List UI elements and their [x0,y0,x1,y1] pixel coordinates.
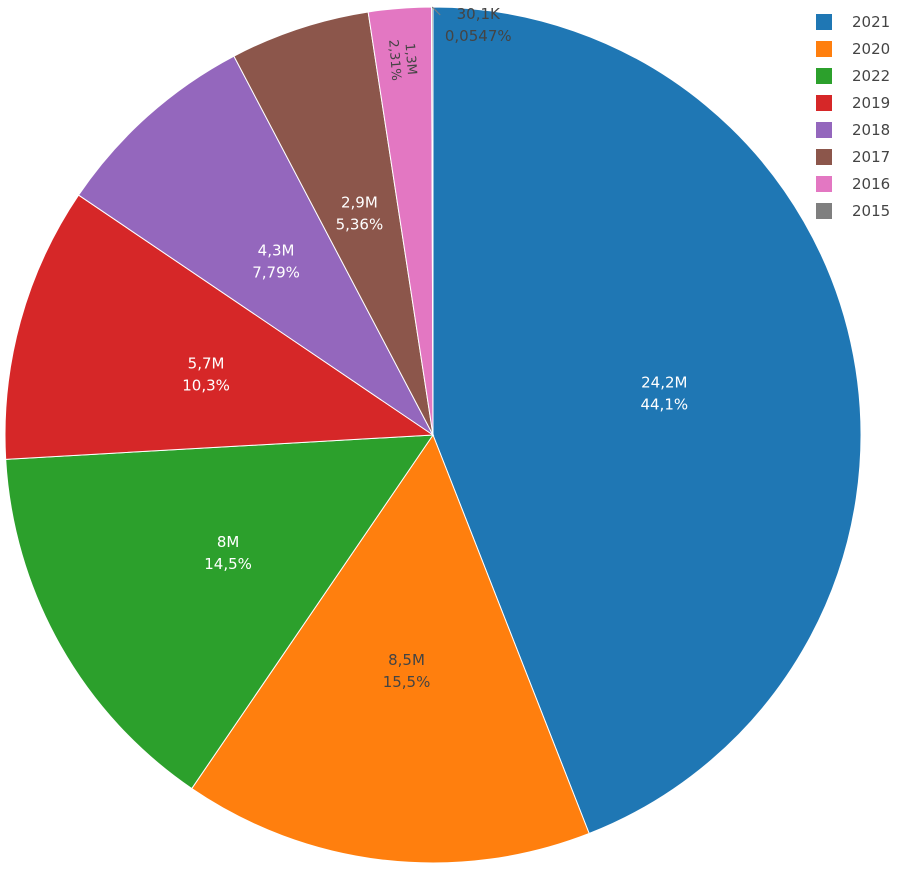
legend-item-2018[interactable]: 2018 [816,116,890,143]
legend-item-2021[interactable]: 2021 [816,8,890,35]
slice-value-label: 30,1K [457,5,501,23]
slice-value-label: 5,7M [188,354,225,372]
legend-label: 2017 [852,147,891,166]
slice-percent-label: 15,5% [383,673,431,691]
legend: 2021 2020 2022 2019 2018 2017 2016 2015 [816,8,890,224]
legend-item-2022[interactable]: 2022 [816,62,890,89]
slice-percent-label: 0,0547% [445,27,512,45]
slice-value-label: 4,3M [258,242,295,260]
legend-item-2016[interactable]: 2016 [816,170,890,197]
legend-label: 2019 [852,93,891,112]
pie-slice-2017[interactable] [233,11,434,436]
slice-value-label: 24,2M [641,373,687,391]
legend-swatch [816,121,832,138]
slice-percent-label: 14,5% [204,555,252,573]
pie-slice-2018[interactable] [77,55,434,436]
slice-label-2016: 1,3M2,31% [385,39,419,81]
legend-label: 2015 [852,201,891,220]
legend-swatch [816,40,832,57]
legend-label: 2022 [852,66,891,85]
legend-label: 2018 [852,120,891,139]
pie-slice-2021[interactable] [432,6,862,835]
pie-slice-2015[interactable] [431,6,434,436]
slice-label-2017: 2,9M 5,36% [336,193,384,233]
legend-swatch [816,148,832,165]
legend-item-2020[interactable]: 2020 [816,35,890,62]
slice-value-label: 8,5M [388,651,425,669]
slice-label-2018: 4,3M 7,79% [252,242,300,282]
slice-percent-label: 7,79% [252,264,300,282]
slice-label-2015: 30,1K 0,0547% [445,5,512,45]
legend-item-2019[interactable]: 2019 [816,89,890,116]
slice-percent-label: 2,31% [385,39,403,81]
slice-percent-label: 44,1% [640,395,688,413]
slice-value-label: 8M [217,533,240,551]
slice-value-label: 2,9M [341,193,378,211]
slice-label-2019: 5,7M 10,3% [182,354,230,394]
pie-slice-2019[interactable] [4,194,435,460]
slice-percent-label: 10,3% [182,376,230,394]
legend-label: 2020 [852,39,891,58]
slice-value-label: 1,3M [401,43,418,76]
slice-percent-label: 5,36% [336,215,384,233]
legend-label: 2021 [852,12,891,31]
pie-slice-2020[interactable] [191,433,590,864]
pie-slice-2022[interactable] [5,434,434,790]
legend-swatch [816,202,832,219]
legend-label: 2016 [852,174,891,193]
slice-label-2021: 24,2M 44,1% [640,373,688,413]
legend-swatch [816,94,832,111]
slice-label-2022: 8M 14,5% [204,533,252,573]
slice-leader-line [431,6,441,16]
slice-label-2020: 8,5M 15,5% [383,651,431,691]
legend-swatch [816,175,832,192]
legend-swatch [816,67,832,84]
legend-swatch [816,13,832,30]
legend-item-2015[interactable]: 2015 [816,197,890,224]
legend-item-2017[interactable]: 2017 [816,143,890,170]
